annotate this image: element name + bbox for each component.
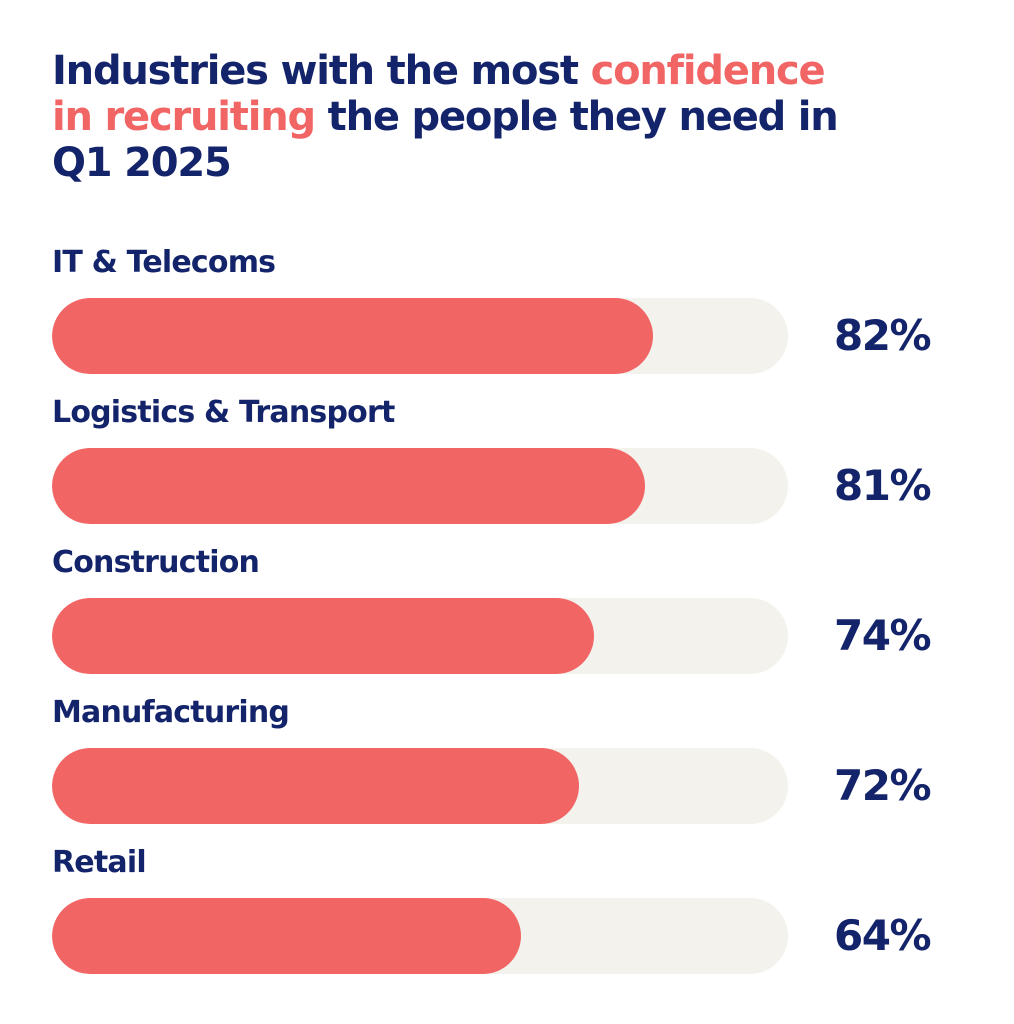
bar [52,898,521,974]
category-label: IT & Telecoms [52,245,276,280]
category-label: Manufacturing [52,695,290,730]
bar-row: IT & Telecoms 82% [52,246,952,376]
title-part: Industries with the most [52,48,591,94]
value-label: 72% [834,761,932,810]
category-label: Retail [52,845,147,880]
bar-track [52,748,788,824]
bar-track [52,448,788,524]
title-part: the people they need in Q1 2025 [52,94,839,186]
value-label: 81% [834,461,932,510]
bar-row: Logistics & Transport 81% [52,396,952,526]
bar [52,748,579,824]
category-label: Construction [52,545,260,580]
value-label: 74% [834,611,932,660]
bar-track [52,898,788,974]
bar-row: Construction 74% [52,546,952,676]
bar [52,448,645,524]
bar-track [52,298,788,374]
category-label: Logistics & Transport [52,395,395,430]
value-label: 64% [834,911,932,960]
bar-row: Manufacturing 72% [52,696,952,826]
bar-row: Retail 64% [52,846,952,976]
value-label: 82% [834,311,932,360]
title-highlight: confidence in recruiting [52,48,826,140]
bar [52,598,594,674]
bar [52,298,653,374]
bar-track [52,598,788,674]
chart-title: Industries with the most confidence in r… [52,48,852,186]
